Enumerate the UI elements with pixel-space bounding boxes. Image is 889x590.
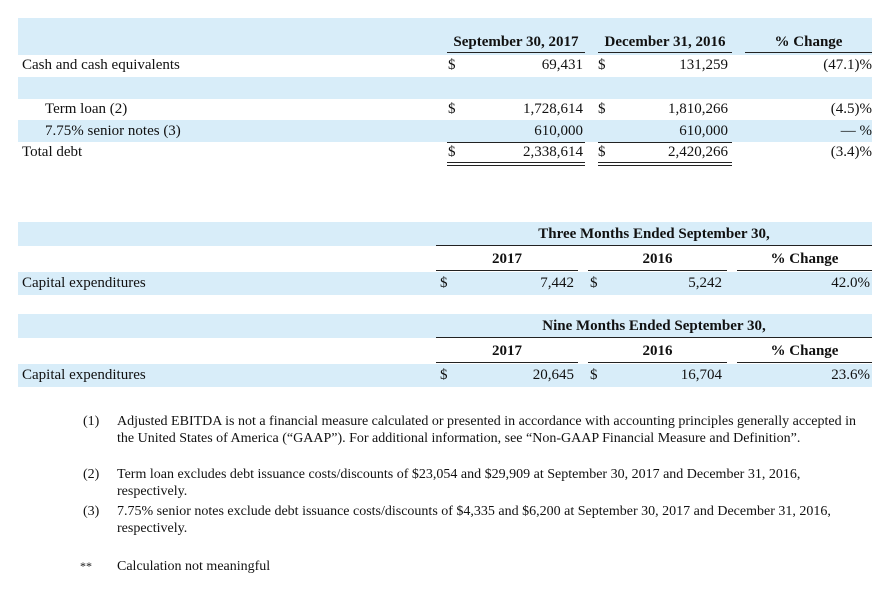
column-header: December 31, 2016 (604, 34, 726, 50)
note-text: Calculation not meaningful (117, 559, 271, 574)
row-band (18, 18, 872, 55)
column-header: 2016 (642, 251, 673, 267)
row-label: Capital expenditures (22, 275, 146, 291)
value: 610,000 (679, 123, 728, 139)
row-band (18, 222, 872, 246)
percent-change: 42.0% (831, 275, 870, 291)
row-label: Total debt (22, 144, 83, 160)
row-label: 7.75% senior notes (3) (45, 123, 181, 139)
footnote-marker: (2) (83, 467, 100, 482)
note-marker: ** (80, 559, 92, 573)
value: 5,242 (688, 275, 722, 291)
row-band (18, 272, 872, 295)
rule (436, 337, 872, 338)
percent-change: — % (840, 123, 872, 139)
currency: $ (598, 101, 606, 117)
currency: $ (440, 275, 448, 291)
currency: $ (598, 57, 606, 73)
rule (598, 52, 732, 53)
rule (447, 52, 585, 53)
currency: $ (598, 144, 606, 160)
footnote-marker: (3) (83, 504, 100, 519)
column-header: % Change (774, 34, 843, 50)
footnote-text: Adjusted EBITDA is not a financial measu… (117, 414, 856, 446)
rule (588, 362, 727, 363)
value: 7,442 (540, 275, 574, 291)
rule (436, 362, 578, 363)
column-header: 2017 (492, 343, 522, 359)
row-label: Capital expenditures (22, 367, 146, 383)
percent-change: (3.4)% (830, 144, 872, 160)
currency: $ (590, 367, 598, 383)
period-header: Three Months Ended September 30, (538, 226, 770, 242)
currency: $ (448, 144, 456, 160)
percent-change: 23.6% (831, 367, 870, 383)
currency: $ (590, 275, 598, 291)
rule (737, 270, 872, 271)
rule (588, 270, 727, 271)
footnote-text: Term loan excludes debt issuance costs/d… (117, 467, 801, 499)
row-label: Term loan (2) (45, 101, 128, 117)
column-header: 2017 (492, 251, 522, 267)
footnote-marker: (1) (83, 414, 100, 429)
row-band (18, 77, 872, 99)
rule (447, 142, 585, 143)
rule (598, 142, 732, 143)
currency: $ (448, 101, 456, 117)
footnote-text: 7.75% senior notes exclude debt issuance… (117, 504, 831, 536)
value: 131,259 (679, 57, 728, 73)
rule (737, 362, 872, 363)
value: 2,338,614 (523, 144, 583, 160)
value: 69,431 (541, 57, 583, 73)
percent-change: (4.5)% (830, 101, 872, 117)
rule (598, 165, 732, 166)
currency: $ (440, 367, 448, 383)
value: 2,420,266 (668, 144, 728, 160)
column-header: 2016 (642, 343, 673, 359)
rule (447, 165, 585, 166)
row-label: Cash and cash equivalents (22, 57, 180, 73)
percent-change: (47.1)% (823, 57, 872, 73)
value: 20,645 (532, 367, 574, 383)
value: 610,000 (534, 123, 583, 139)
rule (598, 162, 732, 163)
rule (436, 270, 578, 271)
row-band (18, 314, 872, 338)
column-header: September 30, 2017 (453, 34, 579, 50)
rule (745, 52, 872, 53)
value: 1,728,614 (523, 101, 583, 117)
row-band (18, 364, 872, 387)
currency: $ (448, 57, 456, 73)
rule (447, 162, 585, 163)
period-header: Nine Months Ended September 30, (542, 318, 766, 334)
value: 1,810,266 (668, 101, 728, 117)
column-header: % Change (770, 251, 839, 267)
row-band (18, 120, 872, 142)
column-header: % Change (770, 343, 839, 359)
value: 16,704 (680, 367, 722, 383)
rule (436, 245, 872, 246)
